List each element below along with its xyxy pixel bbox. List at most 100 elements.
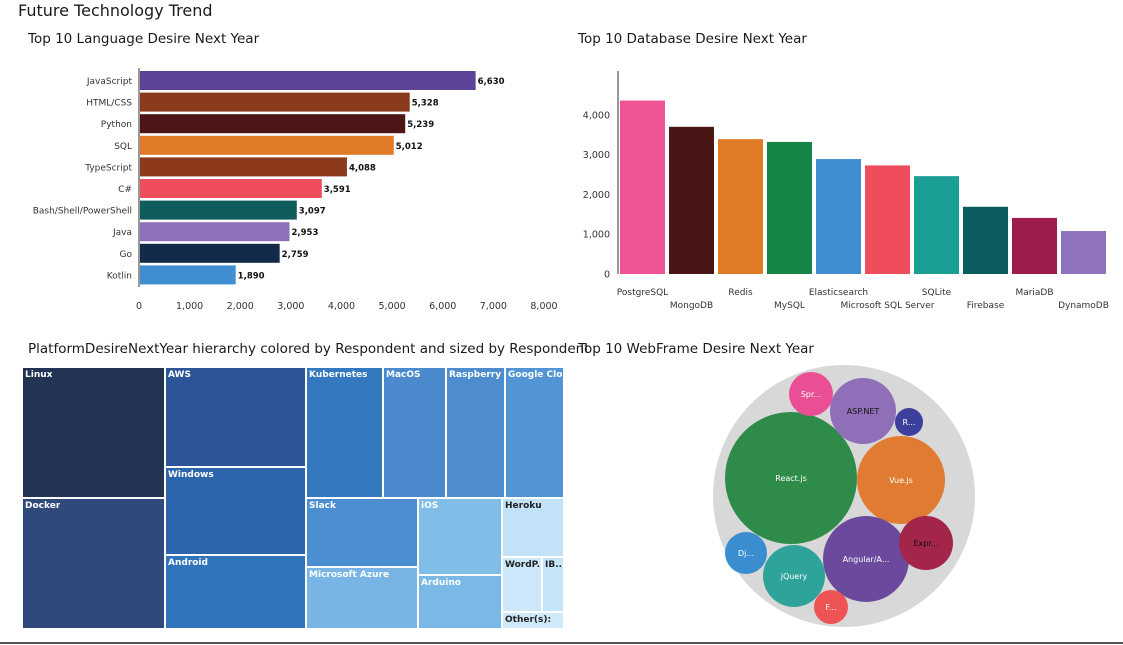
value-label: 3,591 [324, 185, 351, 195]
bar [140, 222, 290, 242]
bar [140, 92, 410, 112]
treemap-label: Slack [309, 501, 336, 511]
treemap-tile: Other(s): [502, 612, 564, 629]
bubble [857, 436, 945, 524]
treemap-tile: iOS [418, 498, 502, 575]
bar [140, 135, 394, 155]
bar [865, 165, 910, 274]
bubble [830, 378, 896, 444]
treemap-label: Other(s): [505, 615, 552, 625]
category-label: PostgreSQL [617, 288, 668, 298]
treemap-label: Arduino [421, 578, 461, 588]
treemap-tile: IB... [542, 557, 564, 612]
bar [140, 114, 406, 134]
value-label: 1,890 [238, 271, 265, 281]
value-label: 6,630 [478, 77, 505, 87]
bubble [789, 372, 833, 416]
x-tick-label: 1,000 [176, 301, 203, 312]
treemap-tile: Google Clo... [505, 367, 564, 498]
bubble-label: Vue.js [889, 476, 913, 485]
x-tick-label: 6,000 [429, 301, 456, 312]
treemap-tile: Heroku [502, 498, 564, 557]
category-label: JavaScript [86, 77, 133, 87]
treemap-label: Google Clo... [508, 370, 562, 380]
x-tick-label: 0 [136, 301, 142, 312]
category-label: SQLite [922, 288, 952, 298]
category-label: DynamoDB [1058, 301, 1109, 311]
bubble [823, 516, 909, 602]
category-label: MySQL [774, 301, 805, 311]
platform-treemap: Linux Docker AWS Windows Android Kubernetes Ma… [22, 367, 564, 629]
treemap-tile: Raspberry Pi [446, 367, 505, 498]
bubble-label: R... [903, 418, 916, 427]
x-tick-label: 3,000 [277, 301, 304, 312]
treemap-label: Microsoft Azure [309, 570, 390, 580]
webframe-chart-title: Top 10 WebFrame Desire Next Year [578, 341, 814, 357]
bar [1012, 217, 1057, 274]
treemap-tile: Windows [165, 467, 306, 555]
bubble [763, 545, 825, 607]
category-label: TypeScript [84, 163, 132, 173]
bar [620, 100, 665, 274]
bubble [899, 516, 953, 570]
treemap-tile: Docker [22, 498, 165, 629]
treemap-tile: MacOS [383, 367, 446, 498]
treemap-tile: AWS [165, 367, 306, 467]
x-tick-label: 7,000 [480, 301, 507, 312]
category-label: MariaDB [1015, 288, 1053, 298]
y-tick-label: 3,000 [583, 150, 610, 161]
treemap-label: Windows [168, 470, 214, 480]
bar [140, 243, 280, 263]
category-label: SQL [114, 142, 132, 152]
bubble-label: React.js [775, 474, 807, 483]
category-label: HTML/CSS [86, 99, 132, 109]
value-label: 4,088 [349, 163, 376, 173]
page-title: Future Technology Trend [18, 1, 213, 20]
bubble-label: Expr... [913, 539, 938, 548]
category-label: Elasticsearch [809, 288, 868, 298]
category-label: MongoDB [670, 301, 713, 311]
treemap-tile: Android [165, 555, 306, 629]
bar [140, 71, 476, 90]
treemap-label: MacOS [386, 370, 421, 380]
bar [914, 176, 959, 274]
bar [1061, 231, 1106, 274]
bubble-label: Spr... [801, 390, 821, 399]
database-chart-title: Top 10 Database Desire Next Year [578, 31, 807, 47]
value-label: 2,953 [291, 228, 318, 238]
y-tick-label: 4,000 [583, 110, 610, 121]
treemap-tile: Slack [306, 498, 418, 567]
treemap-label: IB... [545, 560, 562, 570]
value-label: 5,012 [396, 142, 423, 152]
bar [140, 265, 236, 285]
category-label: Firebase [967, 301, 1005, 311]
treemap-tile: Linux [22, 367, 165, 498]
treemap-tile: Arduino [418, 575, 502, 629]
treemap-tile: Microsoft Azure [306, 567, 418, 629]
bar [963, 206, 1008, 274]
language-bar-chart: JavaScript 6,630 HTML/CSS 5,328 Python 5,239 S… [33, 68, 558, 312]
bar [816, 159, 861, 274]
category-label: Microsoft SQL Server [840, 301, 934, 311]
treemap-label: Kubernetes [309, 370, 368, 380]
value-label: 2,759 [282, 250, 309, 260]
bubble [725, 532, 767, 574]
x-tick-label: 4,000 [328, 301, 355, 312]
treemap-label: iOS [421, 501, 439, 511]
treemap-label: Docker [25, 501, 61, 511]
category-label: Go [120, 250, 133, 260]
bottom-divider [0, 642, 1123, 644]
y-tick-label: 0 [604, 270, 610, 281]
language-chart-title: Top 10 Language Desire Next Year [28, 31, 260, 47]
bubble [814, 590, 848, 624]
bar [140, 200, 297, 220]
bubble [725, 412, 857, 544]
bubble [895, 408, 923, 436]
bar [767, 141, 812, 274]
bubble-label: ASP.NET [847, 407, 880, 416]
treemap-tile: Kubernetes [306, 367, 383, 498]
bubble-label: Dj... [738, 549, 754, 558]
bar [669, 126, 714, 274]
category-label: Redis [728, 288, 753, 298]
